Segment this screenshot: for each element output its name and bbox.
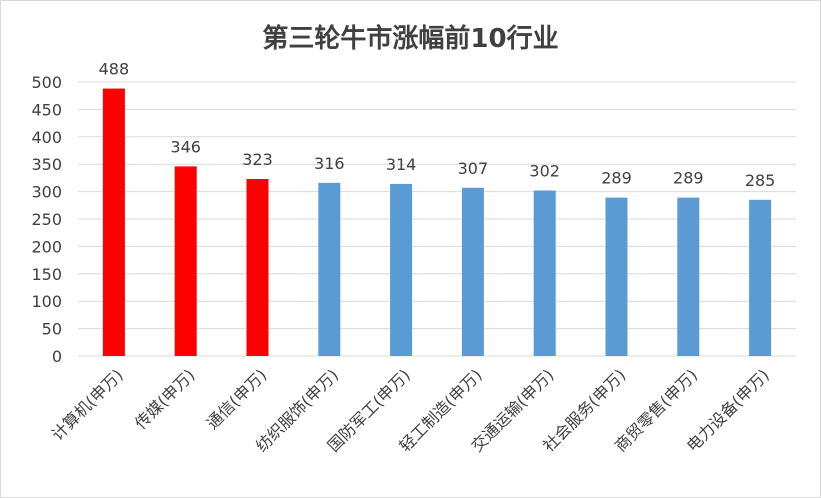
- y-tick-label: 200: [31, 237, 62, 256]
- bar: [390, 183, 413, 356]
- bar: [102, 88, 125, 357]
- y-tick-label: 500: [31, 73, 62, 92]
- bar: [605, 197, 628, 356]
- bar: [461, 187, 484, 356]
- bar: [246, 178, 269, 356]
- bar: [533, 190, 556, 356]
- y-tick-label: 250: [31, 210, 62, 229]
- y-tick-label: 50: [42, 320, 62, 339]
- y-tick-label: 300: [31, 183, 62, 202]
- data-label: 289: [673, 169, 704, 188]
- bar: [318, 182, 341, 356]
- data-label: 302: [529, 162, 560, 181]
- data-label: 323: [242, 150, 273, 169]
- y-tick-label: 400: [31, 128, 62, 147]
- category-label: 传媒(申万): [131, 365, 199, 433]
- bar: [677, 197, 700, 356]
- bar: [174, 166, 197, 356]
- y-tick-label: 0: [52, 347, 62, 366]
- data-label: 285: [745, 171, 776, 190]
- y-tick-label: 350: [31, 155, 62, 174]
- category-label: 计算机(申万): [48, 365, 127, 444]
- data-label: 488: [99, 60, 130, 79]
- y-tick-label: 150: [31, 265, 62, 284]
- data-label: 314: [386, 155, 417, 174]
- data-label: 346: [170, 137, 201, 156]
- category-label: 通信(申万): [203, 365, 271, 433]
- y-tick-label: 450: [31, 100, 62, 119]
- data-label: 307: [458, 159, 489, 178]
- data-label: 316: [314, 154, 345, 173]
- y-tick-label: 100: [31, 292, 62, 311]
- data-label: 289: [601, 169, 632, 188]
- chart-title: 第三轮牛市涨幅前10行业: [262, 24, 559, 54]
- bar: [749, 199, 772, 356]
